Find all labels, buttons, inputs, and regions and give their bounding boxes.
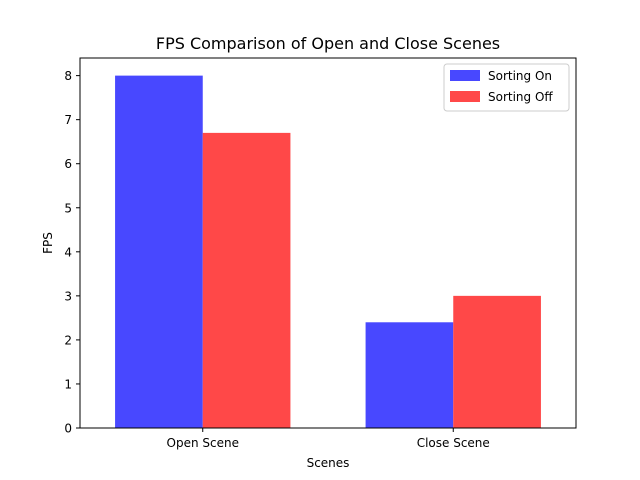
y-tick-label: 8 — [64, 69, 72, 83]
y-tick-label: 1 — [64, 377, 72, 391]
y-tick-label: 6 — [64, 157, 72, 171]
x-tick-label-open-scene: Open Scene — [167, 436, 239, 450]
y-axis-label: FPS — [41, 232, 55, 254]
y-axis: 0 1 2 3 4 5 6 7 8 — [64, 69, 80, 436]
bars-group — [115, 75, 541, 429]
legend-label-sorting-off: Sorting Off — [488, 90, 553, 104]
legend: Sorting On Sorting Off — [443, 63, 570, 112]
y-tick-label: 3 — [64, 289, 72, 303]
bar-sorting-off-open-scene — [202, 132, 291, 428]
plot-area-frame — [79, 57, 577, 429]
legend-swatch-sorting-off — [450, 91, 480, 102]
y-tick-label: 7 — [64, 113, 72, 127]
y-tick-label: 4 — [64, 245, 72, 259]
bar-sorting-off-close-scene — [453, 295, 541, 428]
x-tick-label-close-scene: Close Scene — [417, 436, 490, 450]
y-tick-label: 0 — [64, 422, 72, 436]
bar-sorting-on-close-scene — [365, 322, 454, 428]
bar-sorting-on-open-scene — [115, 75, 203, 429]
y-tick-label: 2 — [64, 333, 72, 347]
chart-title: FPS Comparison of Open and Close Scenes — [156, 34, 500, 53]
x-axis-label: Scenes — [307, 456, 350, 470]
legend-label-sorting-on: Sorting On — [488, 69, 552, 83]
y-tick-label: 5 — [64, 201, 72, 215]
legend-swatch-sorting-on — [450, 70, 480, 81]
x-axis: Open Scene Close Scene — [167, 428, 490, 450]
